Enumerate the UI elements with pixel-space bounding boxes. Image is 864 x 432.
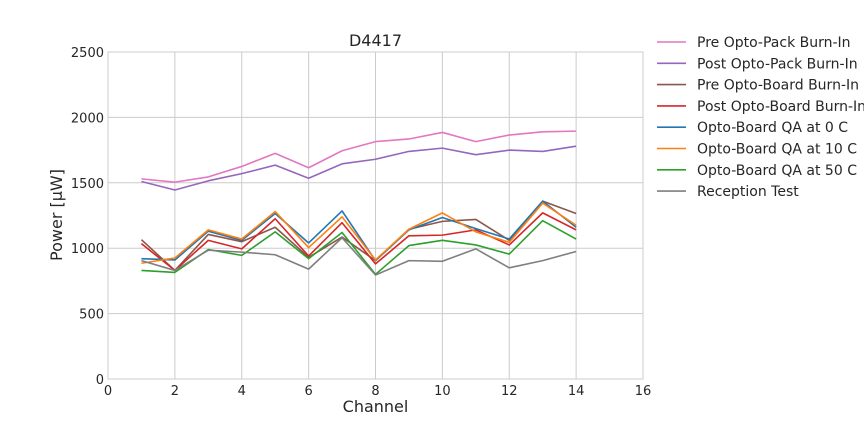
legend-label: Opto-Board QA at 10 C xyxy=(697,142,857,158)
x-tick-label: 10 xyxy=(434,384,451,399)
tick-labels: 0 2 4 6 8 10 12 14 16 0 500 1000 1500 2000 2500 xyxy=(71,46,651,399)
legend-item: Post Opto-Board Burn-In xyxy=(657,99,864,115)
series-line-7 xyxy=(141,219,577,276)
x-tick-label: 6 xyxy=(304,384,312,399)
legend-label: Opto-Board QA at 50 C xyxy=(697,163,857,179)
legend-item: Pre Opto-Board Burn-In xyxy=(657,78,859,94)
series-line-8 xyxy=(141,236,577,276)
series-line-2 xyxy=(141,145,577,191)
legend-item: Post Opto-Pack Burn-In xyxy=(657,56,858,72)
legend-item: Opto-Board QA at 10 C xyxy=(657,142,857,158)
y-tick-label: 500 xyxy=(79,308,104,323)
x-tick-label: 2 xyxy=(171,384,179,399)
y-axis-label: Power [μW] xyxy=(47,169,66,261)
legend-label: Post Opto-Pack Burn-In xyxy=(697,56,858,72)
x-tick-label: 14 xyxy=(568,384,585,399)
legend-label: Pre Opto-Pack Burn-In xyxy=(697,35,851,51)
y-tick-label: 2500 xyxy=(71,46,104,61)
legend-item: Reception Test xyxy=(657,184,799,200)
legend-label: Post Opto-Board Burn-In xyxy=(697,99,864,115)
y-tick-label: 1500 xyxy=(71,177,104,192)
series-line-5 xyxy=(141,200,577,262)
legend-label: Pre Opto-Board Burn-In xyxy=(697,78,859,94)
legend-item: Pre Opto-Pack Burn-In xyxy=(657,35,851,51)
chart-title: D4417 xyxy=(349,31,402,50)
x-tick-label: 4 xyxy=(238,384,246,399)
x-tick-label: 12 xyxy=(501,384,518,399)
legend-label: Opto-Board QA at 0 C xyxy=(697,120,848,136)
y-tick-label: 0 xyxy=(96,373,104,388)
plot-area-frame xyxy=(107,51,644,380)
legend-item: Opto-Board QA at 50 C xyxy=(657,163,857,179)
x-axis-label: Channel xyxy=(343,397,409,416)
series-line-4 xyxy=(140,212,577,272)
series-line-1 xyxy=(141,130,577,183)
x-tick-label: 0 xyxy=(104,384,112,399)
series-line-6 xyxy=(141,202,577,265)
series-lines xyxy=(140,130,577,276)
x-tick-label: 8 xyxy=(371,384,379,399)
legend-label: Reception Test xyxy=(697,184,799,200)
y-tick-label: 2000 xyxy=(71,111,104,126)
legend-item: Opto-Board QA at 0 C xyxy=(657,120,848,136)
x-tick-label: 16 xyxy=(635,384,652,399)
y-tick-label: 1000 xyxy=(71,242,104,257)
legend: Pre Opto-Pack Burn-In Post Opto-Pack Burn… xyxy=(657,35,864,200)
